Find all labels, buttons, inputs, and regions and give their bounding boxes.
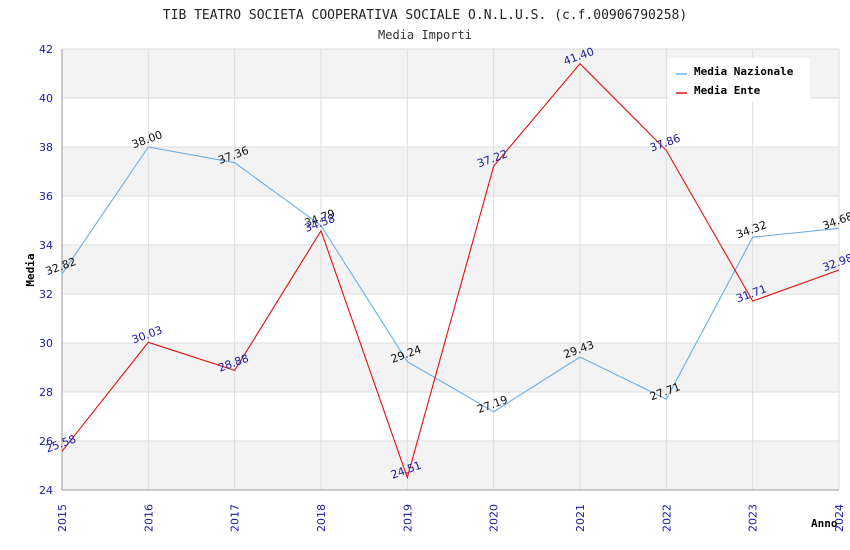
- legend-label: Media Nazionale: [694, 65, 794, 78]
- y-tick-label: 30: [39, 337, 53, 350]
- x-tick-label: 2024: [833, 504, 846, 532]
- x-tick-label: 2016: [142, 504, 155, 532]
- y-tick-label: 34: [39, 239, 53, 252]
- y-tick-label: 26: [39, 435, 53, 448]
- grid-band: [62, 441, 839, 490]
- y-tick-label: 24: [39, 484, 53, 497]
- grid-band: [62, 147, 839, 196]
- legend-box: [668, 58, 810, 102]
- y-tick-label: 40: [39, 92, 53, 105]
- series-line-1: [61, 62, 840, 480]
- chart-title: TIB TEATRO SOCIETA COOPERATIVA SOCIALE O…: [163, 8, 687, 23]
- x-tick-label: 2022: [660, 504, 673, 532]
- data-label: 27.19: [475, 393, 509, 416]
- y-tick-label: 38: [39, 141, 53, 154]
- x-tick-label: 2020: [488, 504, 501, 532]
- legend-label: Media Ente: [694, 84, 761, 97]
- y-tick-label: 28: [39, 386, 53, 399]
- x-tick-label: 2018: [315, 504, 328, 532]
- x-tick-label: 2023: [747, 504, 760, 532]
- x-tick-label: 2021: [574, 504, 587, 532]
- data-label: 34.32: [734, 218, 768, 241]
- x-tick-label: 2017: [229, 504, 242, 532]
- legend: Media Nazionale Media Ente: [668, 58, 810, 102]
- x-tick-label: 2019: [401, 504, 414, 532]
- grid-band: [62, 245, 839, 294]
- series-line-0: [61, 146, 840, 413]
- grid-band: [62, 343, 839, 392]
- y-tick-label: 36: [39, 190, 53, 203]
- y-axis-label: Media: [24, 253, 37, 286]
- plot-area: 24 26 28 30 32 34 36 38 40 42 2015 2016 2017 2018 2019…: [39, 43, 850, 532]
- chart-subtitle: Media Importi: [378, 28, 472, 42]
- y-tick-label: 32: [39, 288, 53, 301]
- x-tick-label: 2015: [56, 504, 69, 532]
- y-tick-label: 42: [39, 43, 53, 56]
- x-axis-label: Anno: [811, 517, 838, 530]
